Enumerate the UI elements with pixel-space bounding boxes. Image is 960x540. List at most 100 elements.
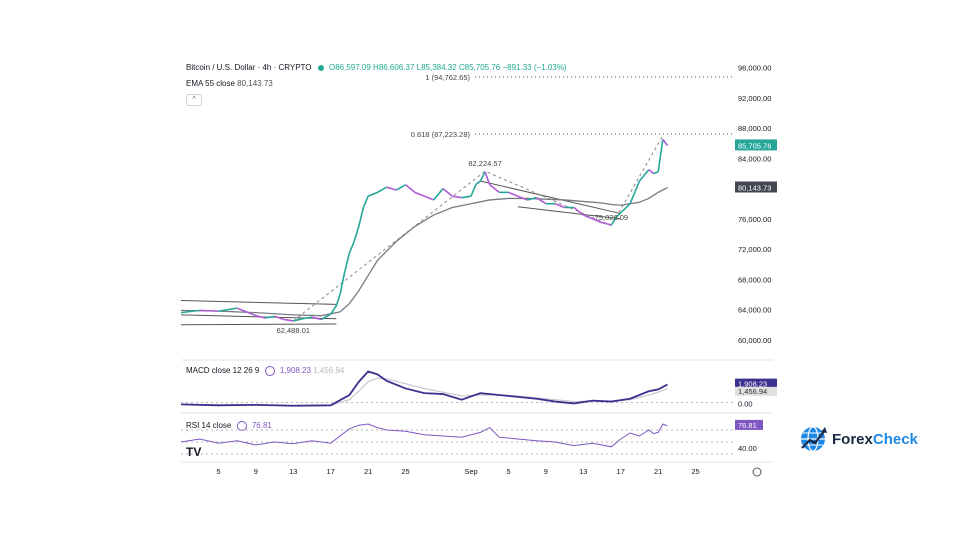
price-segment [526,196,537,201]
time-tick-label: 13 [579,467,587,476]
rsi-line [180,423,668,448]
rsi-badge [735,419,763,430]
axis-settings-icon [752,467,762,477]
price-segment [489,184,500,193]
macd-legend[interactable]: MACD close 12 26 9 1,908.23 1,456.94 [186,366,344,376]
price-segment [343,252,351,272]
price-segment [573,206,584,216]
price-segment [386,186,397,191]
price-segment [592,218,603,224]
forexcheck-logo: ForexCheck [798,423,918,455]
price-segment [484,171,491,186]
price-segment [335,294,341,307]
ema-line [180,186,668,317]
price-segment [648,169,654,175]
rsi-legend-label: RSI 14 close [186,421,232,431]
price-segment [536,196,547,205]
trendline [180,300,337,305]
time-tick-label: 25 [401,467,409,476]
price-badge-label: 80,143.73 [738,184,771,193]
ema-legend-value: 80,143.73 [237,79,273,88]
price-segment [405,184,416,193]
time-tick-label: 17 [327,467,335,476]
price-segment [414,191,425,197]
time-tick-label: Sep [464,467,477,476]
price-segment [479,171,486,182]
price-segment [475,180,481,186]
price-segment [653,171,659,175]
price-badge-label: 85,705.76 [738,141,771,150]
price-segment [236,307,247,313]
trendline [180,323,337,326]
price-segment [302,316,313,320]
price-segment [452,195,462,199]
trendline [480,180,621,215]
settings-icon[interactable] [264,366,275,376]
time-tick-label: 9 [544,467,548,476]
price-segment [265,315,275,319]
price-segment [461,195,472,199]
price-segment [423,195,434,201]
price-segment [470,184,477,197]
ema-legend-label: EMA 55 close [186,79,235,88]
price-segment [615,212,622,218]
price-tick-label: 68,000.00 [738,275,771,284]
macd-signal-badge-label: 1,456.94 [738,387,767,396]
price-segment [554,202,565,209]
price-segment [601,221,612,226]
price-segment [311,316,322,321]
macd-signal-badge [735,386,777,396]
time-tick-label: 25 [691,467,699,476]
price-segment [339,271,346,295]
price-segment [377,186,388,194]
rsi-legend-value: 76.81 [251,421,272,431]
time-tick-label: 21 [364,467,372,476]
price-segment [432,188,444,201]
price-segment [353,226,360,242]
price-segment [283,318,294,322]
symbol-title[interactable]: Bitcoin / U.S. Dollar · 4h · CRYPTO [186,63,312,72]
macd-badge-label: 1,908.23 [738,380,767,389]
price-segment [620,203,631,214]
price-segment [508,191,519,197]
price-tick-label: 96,000.00 [738,64,771,73]
price-segment [367,191,378,197]
price-segment [348,241,355,254]
time-tick-label: 5 [506,467,510,476]
time-tick-label: 5 [216,467,220,476]
price-tick-label: 76,000.00 [738,215,771,224]
ema-legend[interactable]: EMA 55 close 80,143.73 [186,79,273,88]
price-annotation: 62,488.01 [277,326,310,335]
collapse-legend-button[interactable]: ^ [186,94,202,106]
price-segment [218,307,238,312]
price-segment [583,214,593,220]
macd-badge [735,378,777,389]
fib-leg-line [292,135,664,322]
price-segment [274,315,285,321]
time-tick-label: 17 [617,467,625,476]
price-segment [662,138,669,146]
time-tick-label: 21 [654,467,662,476]
price-segment [320,313,332,321]
price-tick-label: 84,000.00 [738,154,771,163]
macd-tick-label: 0.00 [738,400,753,409]
fib-level-label: 0.618 (87,223.28) [411,130,471,139]
price-segment [362,195,369,208]
price-tick-label: 64,000.00 [738,306,771,315]
rsi-badge-label: 76.81 [738,421,757,430]
macd-legend-value: 1,908.23 [279,366,311,376]
price-segment [255,314,266,319]
rsi-tick-label: 40.00 [738,444,757,453]
price-tick-label: 92,000.00 [738,94,771,103]
price-segment [293,317,303,322]
price-segment [442,187,453,197]
price-segment [246,311,257,317]
price-segment [610,216,617,226]
time-tick-label: 9 [254,467,258,476]
price-tick-label: 60,000.00 [738,336,771,345]
market-status-icon [317,64,324,71]
trendline [517,206,621,220]
globe-logo-icon [801,426,827,452]
